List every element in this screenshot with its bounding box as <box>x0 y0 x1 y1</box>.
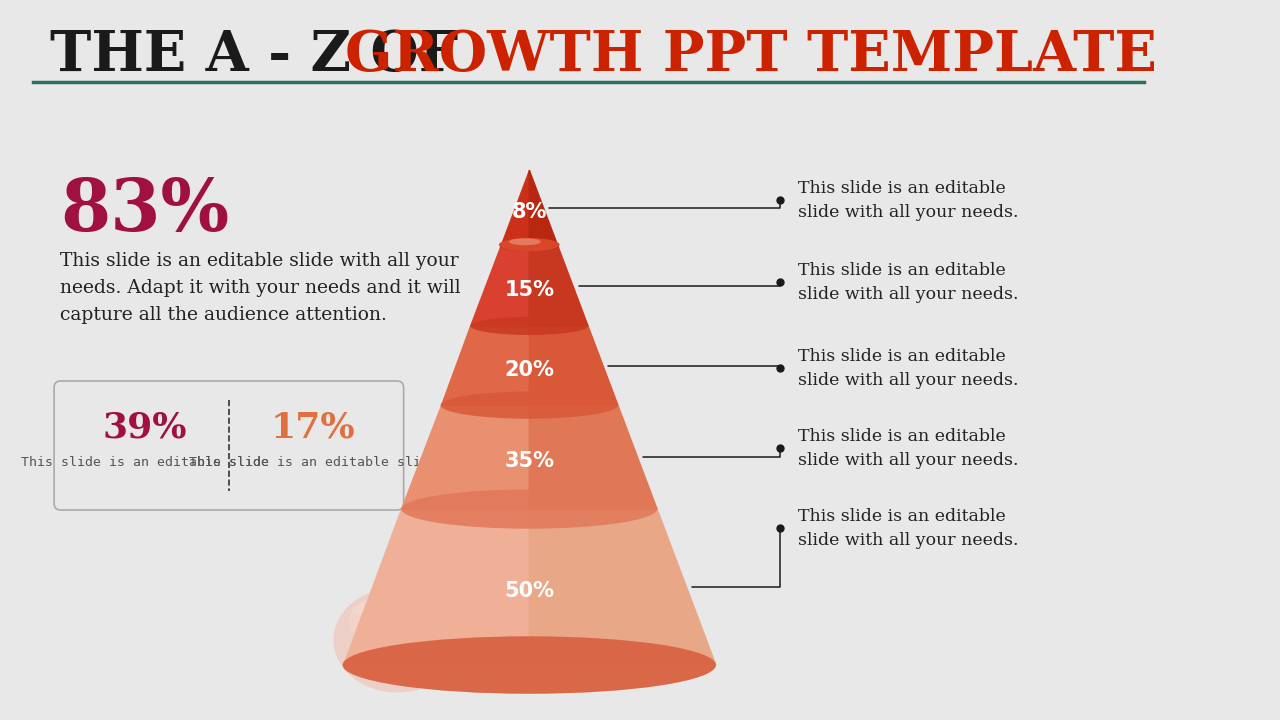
Text: THE A - Z OF: THE A - Z OF <box>50 27 477 83</box>
Ellipse shape <box>402 490 657 528</box>
Text: 20%: 20% <box>504 359 554 379</box>
Ellipse shape <box>334 588 461 693</box>
Ellipse shape <box>440 392 618 419</box>
Text: 35%: 35% <box>504 451 554 471</box>
Ellipse shape <box>471 317 588 335</box>
Polygon shape <box>529 509 716 665</box>
Ellipse shape <box>349 597 412 647</box>
Ellipse shape <box>500 242 558 251</box>
Text: This slide is an editable
slide with all your needs.: This slide is an editable slide with all… <box>797 262 1019 303</box>
Text: 39%: 39% <box>102 410 187 444</box>
Polygon shape <box>343 509 529 665</box>
Text: This slide is an editable slide: This slide is an editable slide <box>189 456 436 469</box>
Text: This slide is an editable
slide with all your needs.: This slide is an editable slide with all… <box>797 428 1019 469</box>
Polygon shape <box>529 405 657 509</box>
Text: This slide is an editable
slide with all your needs.: This slide is an editable slide with all… <box>797 508 1019 549</box>
Ellipse shape <box>352 601 443 619</box>
Text: 17%: 17% <box>271 410 356 444</box>
Text: This slide is an editable slide with all your
needs. Adapt it with your needs an: This slide is an editable slide with all… <box>60 252 461 324</box>
Ellipse shape <box>343 636 716 693</box>
Polygon shape <box>500 170 529 247</box>
Polygon shape <box>440 326 529 405</box>
Polygon shape <box>529 170 558 247</box>
Text: This slide is an editable slide: This slide is an editable slide <box>20 456 269 469</box>
Ellipse shape <box>343 636 716 693</box>
Polygon shape <box>529 326 618 405</box>
Polygon shape <box>529 247 588 326</box>
Text: 50%: 50% <box>504 581 554 601</box>
FancyBboxPatch shape <box>54 381 403 510</box>
Text: This slide is an editable
slide with all your needs.: This slide is an editable slide with all… <box>797 348 1019 389</box>
Text: GROWTH PPT TEMPLATE: GROWTH PPT TEMPLATE <box>346 27 1157 83</box>
Text: This slide is an editable
slide with all your needs.: This slide is an editable slide with all… <box>797 180 1019 221</box>
Text: 15%: 15% <box>504 280 554 300</box>
Ellipse shape <box>499 238 559 251</box>
Polygon shape <box>471 247 529 326</box>
Ellipse shape <box>509 238 541 246</box>
Text: 83%: 83% <box>60 175 229 246</box>
Text: 8%: 8% <box>512 202 547 222</box>
Polygon shape <box>402 405 529 509</box>
